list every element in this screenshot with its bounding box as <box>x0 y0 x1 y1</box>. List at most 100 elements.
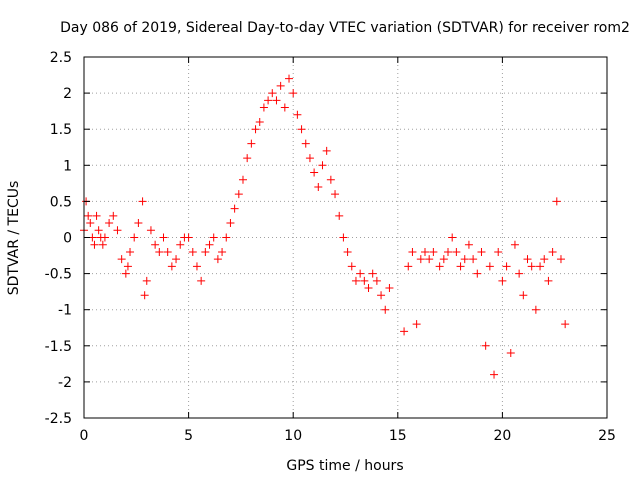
data-point <box>556 255 565 264</box>
data-point <box>134 219 143 228</box>
data-point <box>255 117 264 126</box>
data-point <box>222 233 231 242</box>
x-tick-label: 10 <box>284 428 302 444</box>
x-tick-label: 25 <box>598 428 616 444</box>
data-point <box>184 233 193 242</box>
data-point <box>339 233 348 242</box>
data-point <box>425 255 434 264</box>
data-point <box>444 247 453 256</box>
data-point <box>289 89 298 98</box>
data-point <box>188 247 197 256</box>
data-point <box>502 262 511 271</box>
data-point <box>314 182 323 191</box>
data-point <box>460 255 469 264</box>
data-point <box>552 197 561 206</box>
data-point <box>477 247 486 256</box>
data-point <box>126 247 135 256</box>
data-point <box>113 226 122 235</box>
data-point <box>92 211 101 220</box>
data-point <box>515 269 524 278</box>
data-point <box>523 255 532 264</box>
y-tick-label: -2.5 <box>45 411 72 427</box>
data-point <box>176 240 185 249</box>
data-point <box>404 262 413 271</box>
data-point <box>84 211 93 220</box>
data-point <box>506 349 515 358</box>
data-point <box>98 240 107 249</box>
data-point <box>435 262 444 271</box>
data-point <box>280 103 289 112</box>
data-point <box>197 276 206 285</box>
data-point <box>381 305 390 314</box>
data-point <box>326 175 335 184</box>
y-tick-label: 0.5 <box>50 194 72 210</box>
data-point <box>343 247 352 256</box>
chart-title: Day 086 of 2019, Sidereal Day-to-day VTE… <box>60 20 630 36</box>
data-point <box>138 197 147 206</box>
data-point <box>251 125 260 134</box>
data-point <box>456 262 465 271</box>
data-point <box>94 226 103 235</box>
data-point <box>201 247 210 256</box>
data-point <box>429 247 438 256</box>
data-point <box>485 262 494 271</box>
data-point <box>285 74 294 83</box>
data-point <box>347 262 356 271</box>
data-point <box>192 262 201 271</box>
data-point <box>142 276 151 285</box>
data-point <box>209 233 218 242</box>
data-point <box>356 269 365 278</box>
y-tick-label: 0 <box>63 231 72 247</box>
data-point <box>123 262 132 271</box>
data-point <box>318 161 327 170</box>
y-axis-label: SDTVAR / TECUs <box>6 181 22 296</box>
data-point <box>439 255 448 264</box>
x-tick-label: 0 <box>80 428 89 444</box>
data-point <box>544 276 553 285</box>
data-point <box>243 154 252 163</box>
data-point <box>226 219 235 228</box>
data-point <box>297 125 306 134</box>
data-point <box>155 247 164 256</box>
data-point <box>234 190 243 199</box>
data-point <box>408 247 417 256</box>
data-point <box>452 247 461 256</box>
data-point <box>213 255 222 264</box>
data-point <box>301 139 310 148</box>
data-point <box>531 305 540 314</box>
data-point <box>364 284 373 293</box>
data-point <box>86 219 95 228</box>
data-point <box>540 255 549 264</box>
data-point <box>90 240 99 249</box>
data-point <box>448 233 457 242</box>
data-point <box>218 247 227 256</box>
data-point <box>416 255 425 264</box>
data-point <box>561 320 570 329</box>
data-point <box>264 96 273 105</box>
data-point <box>527 262 536 271</box>
data-point <box>494 247 503 256</box>
data-point <box>272 96 281 105</box>
y-tick-label: -1 <box>58 303 72 319</box>
data-point <box>335 211 344 220</box>
data-point <box>109 211 118 220</box>
data-point <box>360 276 369 285</box>
data-point <box>519 291 528 300</box>
data-point <box>238 175 247 184</box>
data-point <box>548 247 557 256</box>
y-tick-label: 2.5 <box>50 50 72 66</box>
y-tick-label: 1.5 <box>50 122 72 138</box>
data-point <box>259 103 268 112</box>
data-point <box>400 327 409 336</box>
data-point <box>105 219 114 228</box>
x-axis-label: GPS time / hours <box>286 458 403 474</box>
y-tick-label: -2 <box>58 375 72 391</box>
data-point <box>146 226 155 235</box>
data-point <box>377 291 386 300</box>
axis-ticks: 0 5 10 15 20 25 -2.5 -2 -1.5 -1 -0.5 0 0.5 1 1.5 2 2.5 <box>45 50 616 444</box>
y-tick-label: -0.5 <box>45 267 72 283</box>
data-point <box>121 269 130 278</box>
data-point <box>481 341 490 350</box>
data-point <box>276 81 285 90</box>
